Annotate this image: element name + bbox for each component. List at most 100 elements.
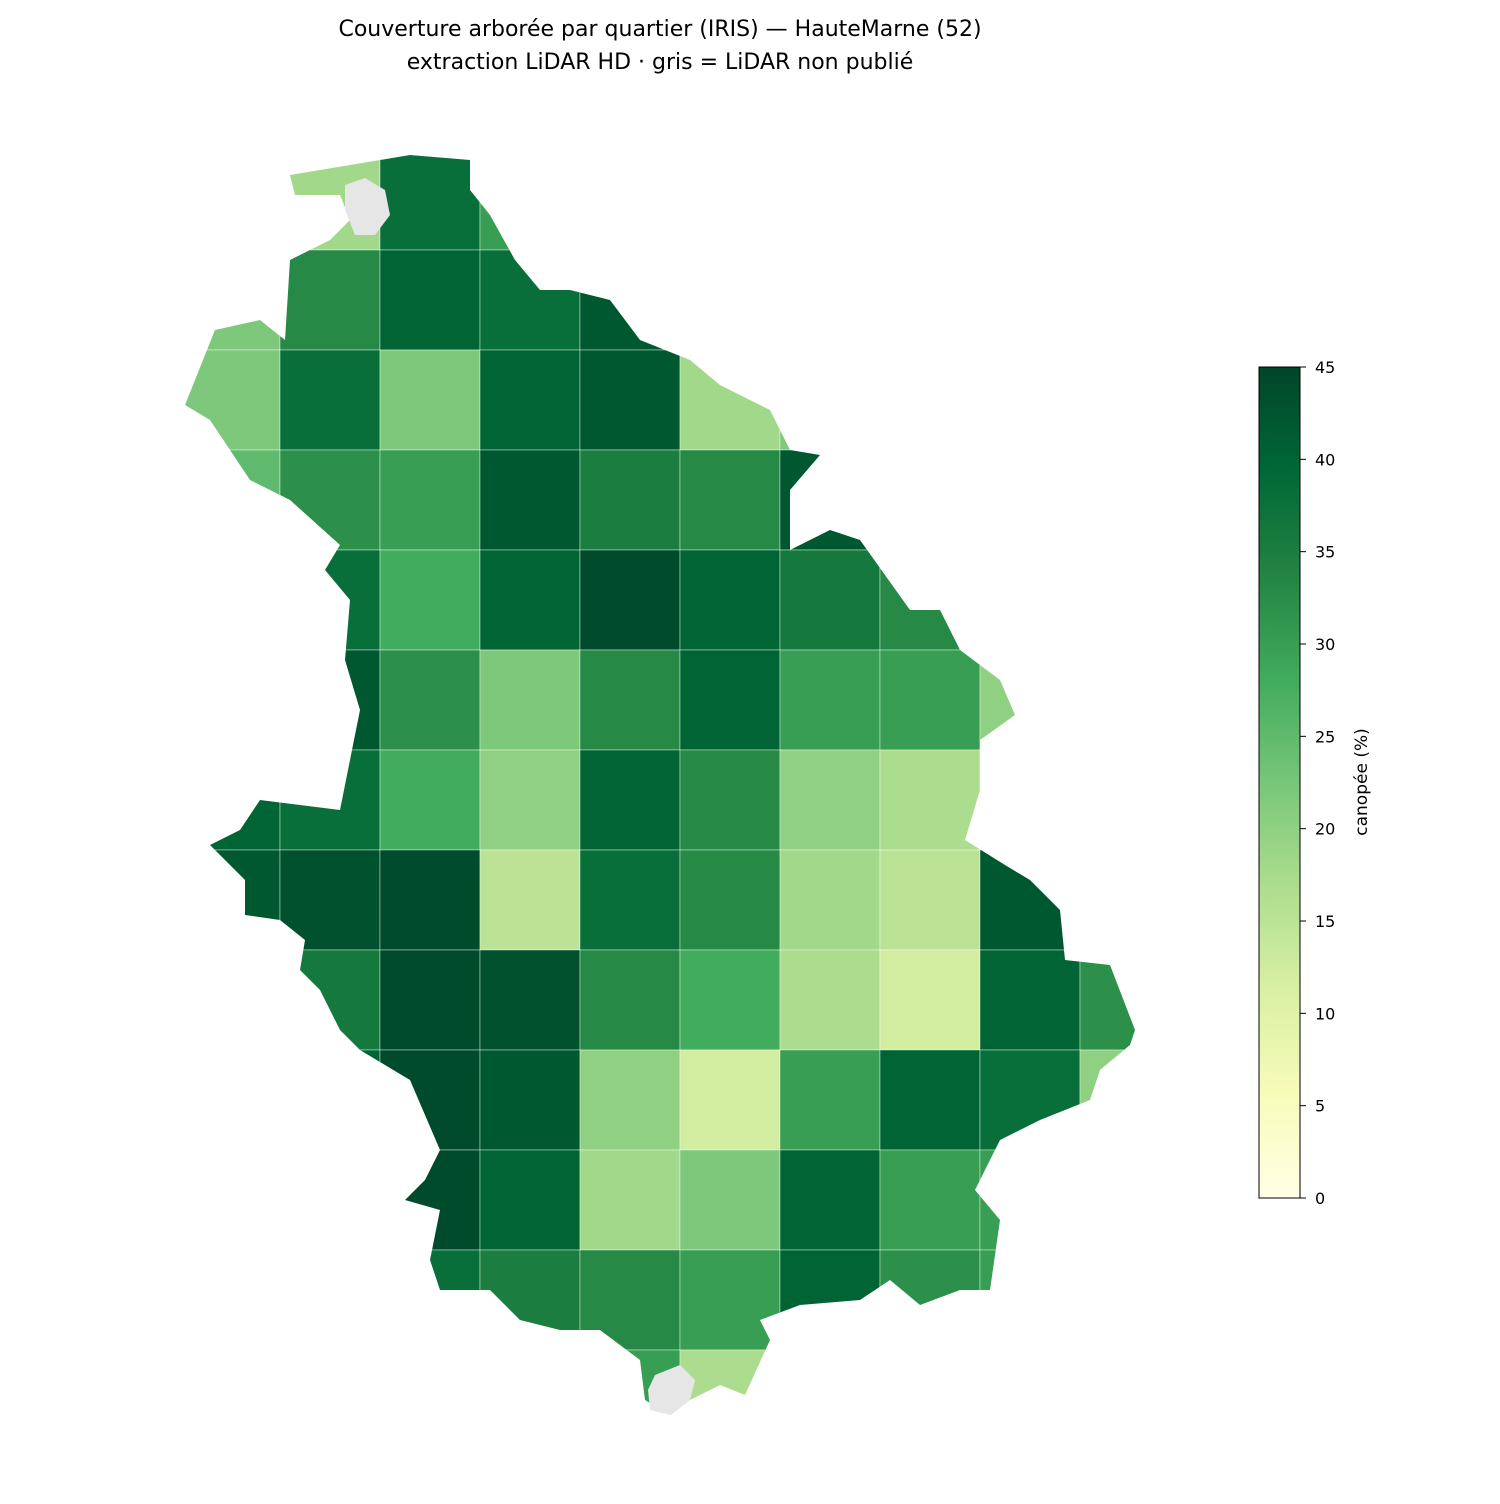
region bbox=[579, 1149, 681, 1251]
region bbox=[679, 349, 781, 451]
region bbox=[579, 649, 681, 751]
region bbox=[579, 949, 681, 1051]
region bbox=[779, 649, 881, 751]
region bbox=[979, 949, 1081, 1051]
region bbox=[979, 749, 1081, 851]
region bbox=[185, 749, 281, 851]
region bbox=[479, 449, 581, 551]
region bbox=[279, 349, 381, 451]
region bbox=[579, 349, 681, 451]
region bbox=[379, 249, 481, 351]
colorbar bbox=[1258, 366, 1301, 1199]
region bbox=[279, 549, 381, 651]
region bbox=[279, 449, 381, 551]
region bbox=[579, 1049, 681, 1151]
region bbox=[479, 749, 581, 851]
region bbox=[579, 249, 681, 351]
region bbox=[479, 1249, 581, 1351]
region bbox=[779, 749, 881, 851]
region bbox=[779, 549, 881, 651]
region bbox=[779, 1049, 881, 1151]
region bbox=[185, 249, 281, 351]
colorbar-tick-label: 45 bbox=[1315, 358, 1335, 377]
region bbox=[279, 749, 381, 851]
region bbox=[279, 949, 381, 1051]
map-title: Couverture arborée par quartier (IRIS) —… bbox=[338, 17, 981, 42]
region bbox=[379, 449, 481, 551]
region bbox=[779, 949, 881, 1051]
region bbox=[779, 1249, 881, 1351]
region bbox=[479, 249, 581, 351]
region bbox=[479, 549, 581, 651]
region bbox=[279, 849, 381, 951]
region bbox=[579, 449, 681, 551]
region-missing bbox=[345, 178, 390, 235]
region bbox=[379, 155, 481, 251]
region bbox=[879, 849, 981, 951]
region bbox=[879, 949, 981, 1051]
region bbox=[779, 449, 881, 551]
colorbar-tick-label: 30 bbox=[1315, 635, 1335, 654]
region bbox=[679, 749, 781, 851]
region bbox=[979, 849, 1081, 951]
region bbox=[479, 949, 581, 1051]
region bbox=[779, 1149, 881, 1251]
colorbar-tick-label: 0 bbox=[1315, 1189, 1325, 1208]
region bbox=[979, 649, 1081, 751]
region bbox=[185, 449, 281, 551]
colorbar-tick-label: 5 bbox=[1315, 1097, 1325, 1116]
region bbox=[679, 1349, 781, 1415]
region bbox=[479, 155, 581, 251]
region bbox=[479, 1049, 581, 1151]
region-layer bbox=[185, 155, 1135, 1415]
region bbox=[679, 1149, 781, 1251]
region bbox=[479, 1149, 581, 1251]
region bbox=[379, 849, 481, 951]
colorbar-tick-label: 20 bbox=[1315, 820, 1335, 839]
colorbar-tick-label: 40 bbox=[1315, 450, 1335, 469]
region bbox=[479, 649, 581, 751]
region bbox=[379, 349, 481, 451]
region bbox=[379, 649, 481, 751]
colorbar-tick-label: 10 bbox=[1315, 1004, 1335, 1023]
region bbox=[979, 1249, 1081, 1351]
region bbox=[379, 749, 481, 851]
region bbox=[479, 849, 581, 951]
region bbox=[979, 1149, 1081, 1251]
colorbar-label: canopée (%) bbox=[1352, 728, 1372, 835]
region bbox=[1079, 949, 1135, 1051]
region bbox=[879, 1149, 981, 1251]
region bbox=[279, 1049, 381, 1151]
region bbox=[679, 1249, 781, 1351]
region bbox=[479, 349, 581, 451]
region bbox=[679, 649, 781, 751]
region bbox=[679, 849, 781, 951]
region bbox=[679, 449, 781, 551]
colorbar-tick-label: 25 bbox=[1315, 727, 1335, 746]
region bbox=[1079, 1049, 1135, 1151]
region bbox=[779, 349, 881, 451]
region bbox=[379, 949, 481, 1051]
region bbox=[979, 1049, 1081, 1151]
colorbar-tick-label: 35 bbox=[1315, 543, 1335, 562]
region bbox=[379, 1249, 481, 1351]
region bbox=[579, 1249, 681, 1351]
region bbox=[579, 549, 681, 651]
region bbox=[579, 849, 681, 951]
colorbar-tick-label: 15 bbox=[1315, 912, 1335, 931]
region bbox=[279, 649, 381, 751]
region bbox=[779, 849, 881, 951]
region bbox=[879, 549, 981, 651]
region bbox=[379, 1149, 481, 1251]
region bbox=[279, 249, 381, 351]
region bbox=[379, 1049, 481, 1151]
colorbar-axis: 0 5 10 15 20 25 30 35 40 45 bbox=[1300, 358, 1335, 1208]
region bbox=[879, 1049, 981, 1151]
region bbox=[379, 549, 481, 651]
region bbox=[679, 549, 781, 651]
region-missing bbox=[648, 1365, 695, 1415]
region bbox=[879, 1249, 981, 1351]
region bbox=[679, 1049, 781, 1151]
region bbox=[579, 749, 681, 851]
